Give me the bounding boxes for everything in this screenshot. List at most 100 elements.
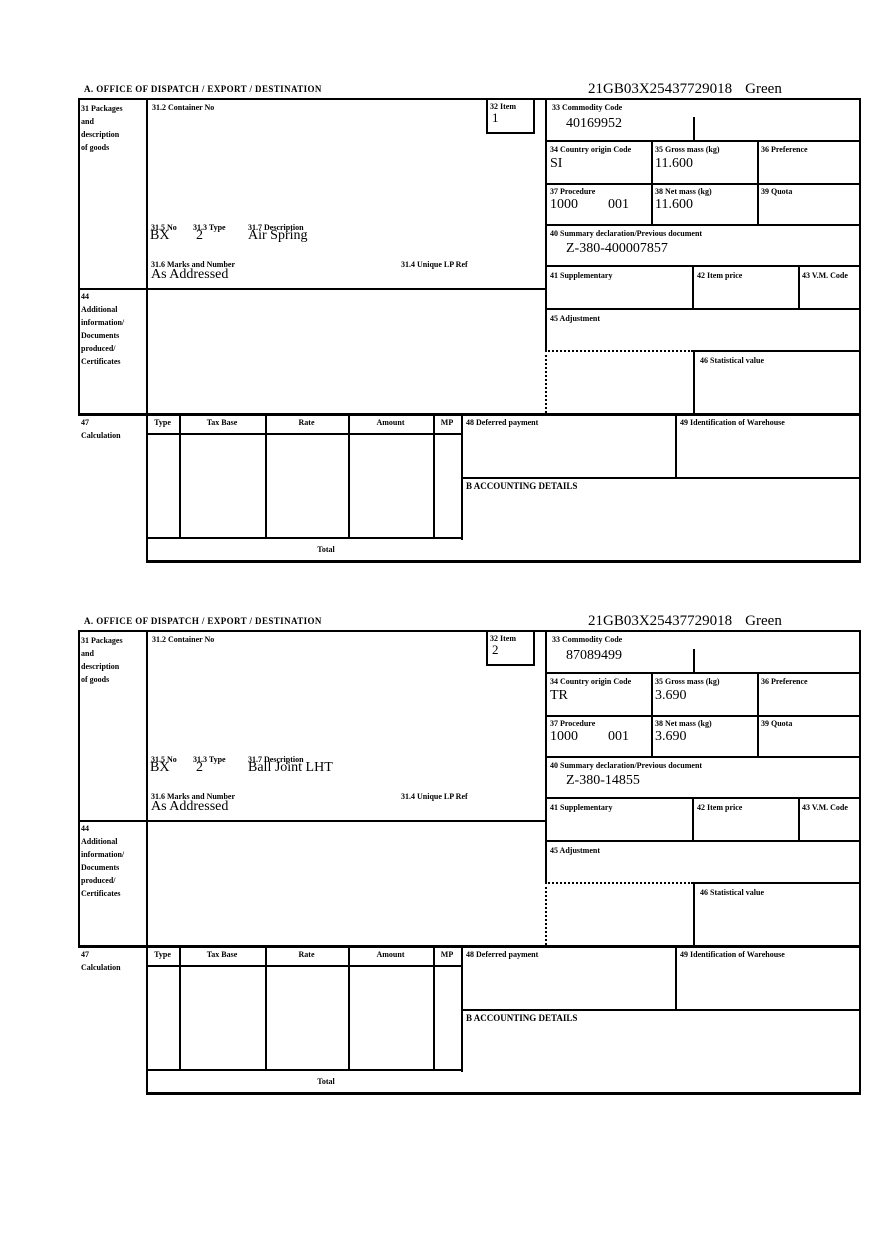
grid-line [486, 664, 535, 666]
grid-line [146, 630, 148, 1092]
box36-label: 36 Preference [761, 677, 808, 686]
grid-line [545, 672, 861, 674]
grid-line [757, 672, 759, 756]
calc-header-tax-base: Tax Base [206, 418, 238, 427]
box31-label: 31 Packages and description of goods [81, 636, 123, 684]
routing-status: Green [745, 613, 782, 629]
goods-description-value: Ball Joint LHT [248, 760, 333, 775]
box49-label: 49 Identification of Warehouse [680, 950, 785, 959]
box48-label: 48 Deferred payment [466, 950, 539, 959]
grid-line [348, 413, 350, 537]
grid-line [146, 1092, 861, 1095]
grid-line [859, 98, 861, 560]
sad-continuation-form: A. OFFICE OF DISPATCH / EXPORT / DESTINA… [0, 613, 882, 1110]
box31-6-label: 31.6 Marks and Number [151, 792, 236, 801]
grid-line [533, 98, 535, 132]
box37-label: 37 Procedure [550, 719, 596, 728]
box31-3-label: 31.3 Type [193, 223, 226, 232]
country-origin-value: SI [550, 156, 563, 171]
box31-2-label: 31.2 Container No [152, 635, 215, 644]
goods-description-value: Air Spring [248, 228, 308, 243]
calc-header-rate: Rate [298, 950, 315, 959]
grid-line [265, 945, 267, 1069]
calc-header-rate: Rate [298, 418, 315, 427]
box43-label: 43 V.M. Code [802, 803, 848, 812]
grid-line [179, 945, 181, 1069]
grid-line [651, 672, 653, 756]
grid-line [545, 715, 861, 717]
grid-line [798, 797, 800, 840]
box31-2-label: 31.2 Container No [152, 103, 215, 112]
box31-5-label: 31.5 No [151, 755, 177, 764]
routing-status: Green [745, 81, 782, 97]
gross-mass-value: 11.600 [655, 156, 693, 171]
net-mass-value: 3.690 [655, 729, 687, 744]
movement-reference-number: 21GB03X25437729018 [588, 81, 733, 97]
box45-label: 45 Adjustment [550, 846, 601, 855]
box44-label: 44 Additional information/ Documents pro… [81, 824, 125, 898]
box42-label: 42 Item price [697, 271, 743, 280]
previous-document-value: Z-380-400007857 [566, 241, 668, 256]
calc-header-amount: Amount [376, 418, 405, 427]
box41-label: 41 Supplementary [550, 271, 613, 280]
procedure-extension-value: 001 [608, 729, 629, 744]
grid-line [348, 945, 350, 1069]
grid-line [146, 1069, 461, 1071]
box42-label: 42 Item price [697, 803, 743, 812]
calc-header-type: Type [154, 418, 171, 427]
box37-label: 37 Procedure [550, 187, 596, 196]
declaration-reference: 21GB03X25437729018 Green [588, 613, 782, 630]
item-number-value: 2 [492, 642, 499, 657]
box32-label: 32 Item [490, 102, 516, 111]
box35-label: 35 Gross mass (kg) [655, 145, 720, 154]
grid-line [692, 265, 694, 308]
commodity-code-separator [693, 117, 695, 140]
movement-reference-number: 21GB03X25437729018 [588, 613, 733, 629]
commodity-code-separator [693, 649, 695, 672]
grid-line [78, 288, 545, 290]
calc-header-type: Type [154, 950, 171, 959]
box44-label: 44 Additional information/ Documents pro… [81, 292, 125, 366]
box38-label: 38 Net mass (kg) [655, 187, 712, 196]
box32-label: 32 Item [490, 634, 516, 643]
box39-label: 39 Quota [761, 719, 793, 728]
accounting-details-label: B ACCOUNTING DETAILS [466, 481, 578, 491]
grid-line [146, 537, 461, 539]
box45-label: 45 Adjustment [550, 314, 601, 323]
grid-line [78, 413, 861, 416]
grid-line [675, 413, 677, 477]
grid-line [461, 1009, 861, 1011]
grid-line [693, 350, 695, 413]
grid-line [486, 132, 535, 134]
box31-3-label: 31.3 Type [193, 755, 226, 764]
grid-line [78, 98, 861, 100]
grid-line [545, 630, 547, 882]
packages-no-value: BX [150, 228, 170, 243]
box47-label: 47 Calculation [81, 418, 121, 440]
grid-line [675, 945, 677, 1009]
grid-line [78, 630, 80, 945]
total-label: Total [317, 545, 335, 554]
gross-mass-value: 3.690 [655, 688, 687, 703]
grid-line [486, 630, 488, 664]
box40-label: 40 Summary declaration/Previous document [550, 761, 703, 770]
box31-5-label: 31.5 No [151, 223, 177, 232]
grid-line [798, 265, 800, 308]
total-label: Total [317, 1077, 335, 1086]
procedure-extension-value: 001 [608, 197, 629, 212]
box43-label: 43 V.M. Code [802, 271, 848, 280]
box46-label: 46 Statistical value [700, 356, 764, 365]
box47-label: 47 Calculation [81, 950, 121, 972]
box39-label: 39 Quota [761, 187, 793, 196]
grid-line [146, 560, 861, 563]
box33-label: 33 Commodity Code [552, 103, 623, 112]
grid-line [545, 756, 861, 758]
dotted-line [545, 350, 547, 413]
box46-label: 46 Statistical value [700, 888, 764, 897]
box49-label: 49 Identification of Warehouse [680, 418, 785, 427]
calc-header-tax-base: Tax Base [206, 950, 238, 959]
previous-document-value: Z-380-14855 [566, 773, 640, 788]
marks-and-number-value: As Addressed [151, 799, 229, 814]
grid-line [179, 413, 181, 537]
dotted-line [545, 882, 693, 884]
